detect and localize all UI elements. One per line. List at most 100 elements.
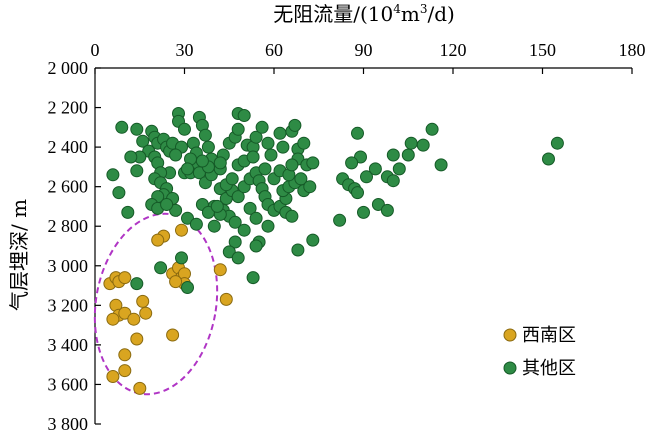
point-qita [154,261,168,275]
point-qita [276,140,290,154]
point-qita [404,136,418,150]
legend-marker-xinan [503,328,517,342]
point-qita [237,109,251,122]
point-xinan [118,271,132,285]
point-xinan [106,370,120,383]
point-qita [112,186,126,200]
point-qita [297,136,311,150]
y-tick-label: 2 800 [48,216,89,236]
point-qita [386,174,400,188]
point-qita [228,215,242,229]
point-qita [425,122,439,136]
point-qita [121,205,135,219]
point-qita [273,126,287,140]
x-tick-label: 90 [355,40,373,60]
y-tick-label: 3 000 [48,256,89,276]
point-qita [169,203,183,217]
point-qita [351,126,364,140]
point-xinan [106,312,120,326]
point-qita [264,148,278,162]
point-qita [306,233,320,247]
point-qita [285,158,299,172]
point-qita [401,148,415,162]
y-axis-title: 气层埋深/ m [7,199,31,311]
point-xinan [130,332,144,346]
x-tick-label: 0 [91,40,100,60]
y-tick-label: 2 000 [48,58,89,78]
cluster-highlight-ellipse [93,212,219,396]
point-qita [345,156,359,170]
x-axis-title-mid: m [401,2,420,26]
point-qita [178,122,191,136]
y-axis-ticks: 2 000 2 200 2 400 2 600 2 800 3 000 3 200 3 400… [48,58,101,431]
point-qita [130,164,144,178]
legend: 西南区 其他区 [503,325,576,379]
point-xinan [118,364,132,378]
point-xinan [127,312,141,326]
point-qita [213,156,227,170]
point-qita [291,243,305,257]
point-qita [225,172,239,186]
legend-marker-qita [503,361,517,375]
point-qita [386,148,400,162]
point-qita [195,154,209,168]
point-qita [115,120,129,134]
y-tick-label: 3 400 [48,335,89,355]
point-qita [243,201,257,215]
point-xinan [213,263,227,277]
point-qita [360,170,373,184]
point-qita [130,122,144,136]
y-tick-label: 3 200 [48,295,89,315]
point-qita [181,211,194,225]
point-qita [380,203,394,217]
y-tick-label: 3 800 [48,414,89,431]
point-xinan [169,275,183,289]
x-tick-label: 60 [265,40,283,60]
point-qita [124,150,138,164]
point-xinan [136,294,150,308]
point-xinan [139,306,153,320]
point-qita [371,198,385,211]
point-qita [246,271,260,285]
x-tick-label: 150 [529,40,556,60]
point-xinan [133,381,147,395]
x-axis-title: 无阻流量/(104m3/d) [273,2,455,26]
point-qita [175,251,188,265]
point-xinan [166,328,180,342]
point-qita [228,235,242,249]
point-qita [261,219,275,233]
point-qita [130,277,144,291]
point-qita [550,136,564,150]
point-qita [255,120,269,134]
point-qita [357,205,370,219]
x-axis-title-sup2: 3 [420,2,428,16]
point-qita [231,251,245,265]
point-qita [160,198,174,211]
y-tick-label: 2 200 [48,98,89,118]
point-qita [258,162,272,176]
point-xinan [118,306,132,320]
point-qita [198,128,212,142]
point-qita [222,245,236,259]
legend-label-xinan: 西南区 [522,325,576,346]
point-qita [285,209,299,223]
point-qita [181,281,194,294]
point-qita [210,199,224,213]
point-qita [303,180,317,194]
point-qita [288,118,302,132]
point-xinan [151,233,165,247]
point-qita [231,122,245,136]
x-tick-label: 120 [440,40,467,60]
y-tick-label: 2 400 [48,137,89,157]
point-qita [189,217,203,231]
point-qita [136,134,150,148]
point-qita [416,138,430,152]
y-tick-label: 3 600 [48,374,89,394]
point-qita [392,162,406,176]
x-axis-ticks: 0 30 60 90 120 150 180 [91,40,646,74]
point-qita [261,136,275,150]
point-xinan [175,223,188,237]
point-xinan [219,292,233,306]
y-tick-label: 2 600 [48,177,89,197]
